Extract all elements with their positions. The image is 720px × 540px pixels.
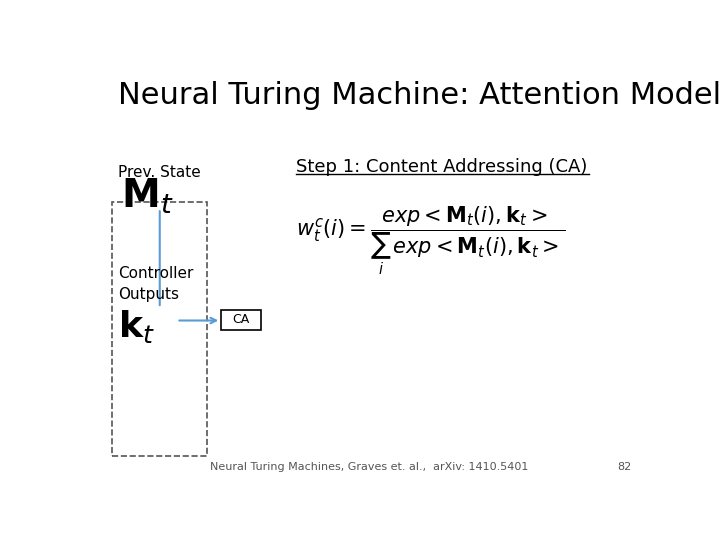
Text: Neural Turing Machines, Graves et. al.,  arXiv: 1410.5401: Neural Turing Machines, Graves et. al., … <box>210 462 528 472</box>
Bar <box>112 202 207 456</box>
Text: Prev. State: Prev. State <box>118 165 201 180</box>
Text: Neural Turing Machine: Attention Model: Neural Turing Machine: Attention Model <box>118 82 720 111</box>
Text: $\mathbf{k}_t$: $\mathbf{k}_t$ <box>118 308 155 345</box>
Bar <box>221 310 261 329</box>
Text: Controller: Controller <box>118 266 193 281</box>
Text: Step 1: Content Addressing (CA): Step 1: Content Addressing (CA) <box>297 158 588 177</box>
Text: $\mathbf{M}_t$: $\mathbf{M}_t$ <box>121 177 174 217</box>
Text: CA: CA <box>233 313 250 326</box>
Text: 82: 82 <box>617 462 631 472</box>
Text: $w_t^c(i) = \dfrac{exp < \mathbf{M}_t(i), \mathbf{k}_t >}{\sum_i\, exp < \mathbf: $w_t^c(i) = \dfrac{exp < \mathbf{M}_t(i)… <box>297 204 565 276</box>
Text: Outputs: Outputs <box>118 287 179 302</box>
